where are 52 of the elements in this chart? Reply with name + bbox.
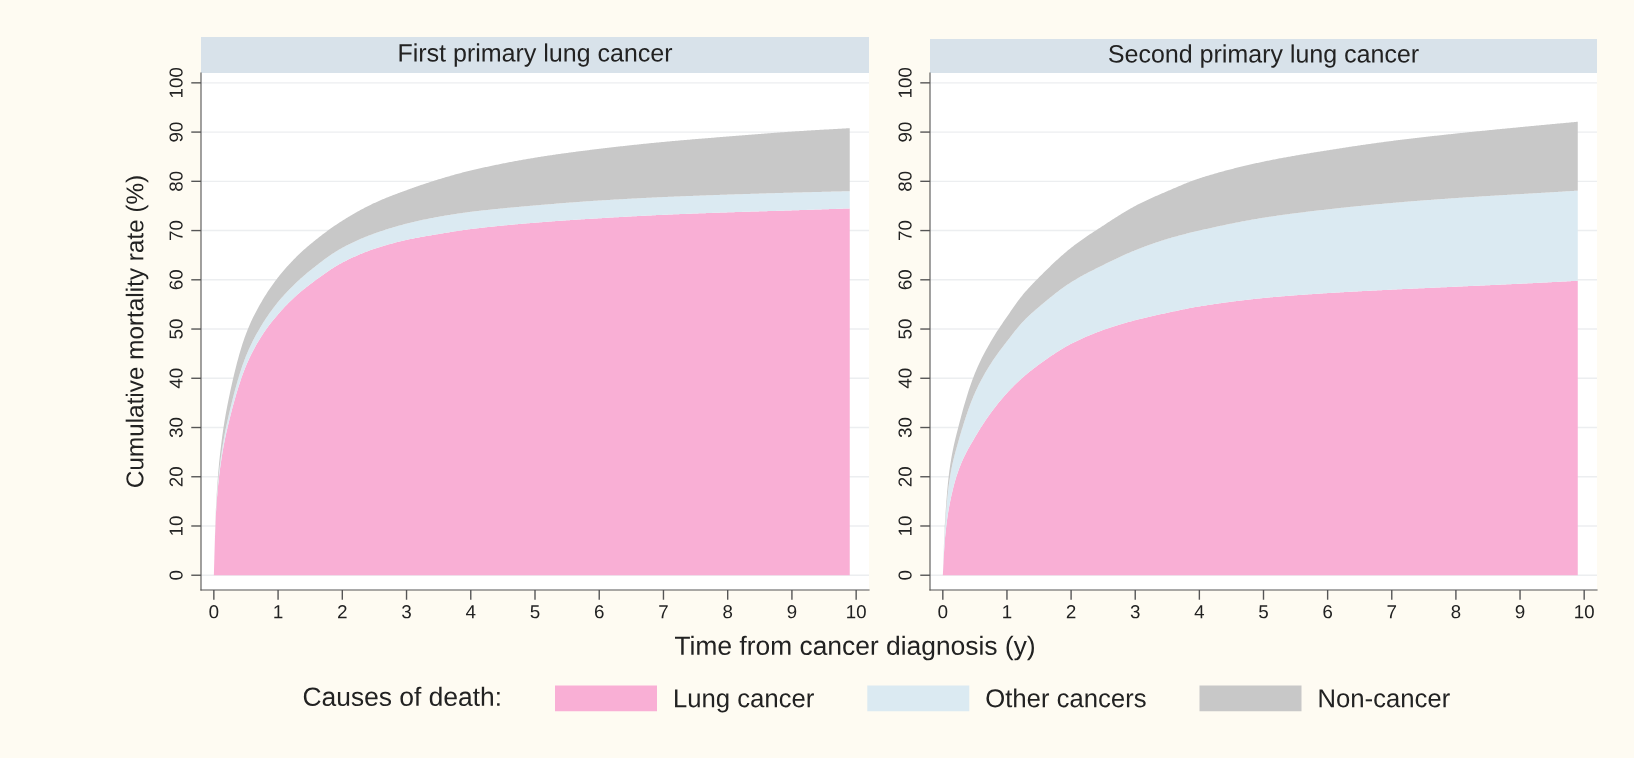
y-tick-label: 80 bbox=[169, 171, 183, 191]
y-tick-label: 40 bbox=[898, 368, 912, 389]
x-tick-label: 2 bbox=[1066, 605, 1076, 619]
x-tick-label: 4 bbox=[465, 605, 476, 619]
chart-title: First primary lung cancer bbox=[399, 43, 673, 67]
x-tick-label: 9 bbox=[1515, 605, 1525, 619]
y-tick-label: 10 bbox=[898, 516, 912, 535]
y-tick-label: 10 bbox=[169, 516, 183, 535]
x-axis-title: Time from cancer diagnosis (y) bbox=[674, 635, 1034, 661]
x-tick-label: 5 bbox=[530, 605, 540, 619]
y-tick-label: 90 bbox=[898, 122, 912, 142]
y-tick-label: 40 bbox=[169, 368, 183, 389]
x-tick-label: 5 bbox=[1259, 605, 1268, 619]
x-tick-label: 7 bbox=[1387, 605, 1397, 619]
y-tick-label: 50 bbox=[169, 319, 183, 339]
x-tick-label: 6 bbox=[594, 605, 604, 619]
y-tick-label: 30 bbox=[898, 417, 912, 438]
x-tick-label: 7 bbox=[659, 605, 668, 619]
x-tick-label: 0 bbox=[209, 605, 219, 619]
y-tick-label: 20 bbox=[898, 467, 912, 487]
y-tick-label: 50 bbox=[898, 319, 912, 339]
y-tick-label: 60 bbox=[898, 270, 912, 290]
x-tick-label: 2 bbox=[338, 605, 347, 619]
y-axis-title: Cumulative mortality rate (%) bbox=[125, 176, 149, 487]
x-tick-label: 1 bbox=[1003, 605, 1012, 619]
x-tick-label: 1 bbox=[274, 605, 283, 619]
x-tick-label: 10 bbox=[1575, 605, 1594, 619]
y-tick-label: 90 bbox=[169, 122, 183, 142]
y-tick-label: 60 bbox=[169, 270, 183, 290]
y-tick-label: 70 bbox=[898, 220, 912, 241]
y-tick-label: 0 bbox=[169, 570, 183, 580]
y-tick-label: 20 bbox=[169, 467, 183, 487]
x-tick-label: 8 bbox=[723, 605, 733, 619]
y-tick-label: 100 bbox=[898, 67, 912, 98]
x-tick-label: 4 bbox=[1194, 605, 1205, 619]
chart-title: Second primary lung cancer bbox=[1109, 44, 1419, 68]
y-tick-label: 0 bbox=[898, 570, 912, 580]
y-tick-label: 80 bbox=[898, 171, 912, 191]
x-tick-label: 6 bbox=[1323, 605, 1333, 619]
legend-label: Lung cancer bbox=[675, 689, 814, 713]
x-tick-label: 10 bbox=[847, 605, 866, 619]
x-tick-label: 3 bbox=[1130, 605, 1140, 619]
x-tick-label: 9 bbox=[787, 605, 797, 619]
y-tick-label: 70 bbox=[169, 220, 183, 241]
x-tick-label: 0 bbox=[938, 605, 948, 619]
legend-title: Causes of death: bbox=[303, 686, 500, 707]
legend-label: Non-cancer bbox=[1319, 689, 1450, 708]
x-tick-label: 8 bbox=[1451, 605, 1461, 619]
x-tick-label: 3 bbox=[402, 605, 411, 619]
y-tick-label: 30 bbox=[169, 417, 183, 438]
y-tick-label: 100 bbox=[169, 67, 183, 98]
legend-label: Other cancers bbox=[986, 688, 1146, 708]
